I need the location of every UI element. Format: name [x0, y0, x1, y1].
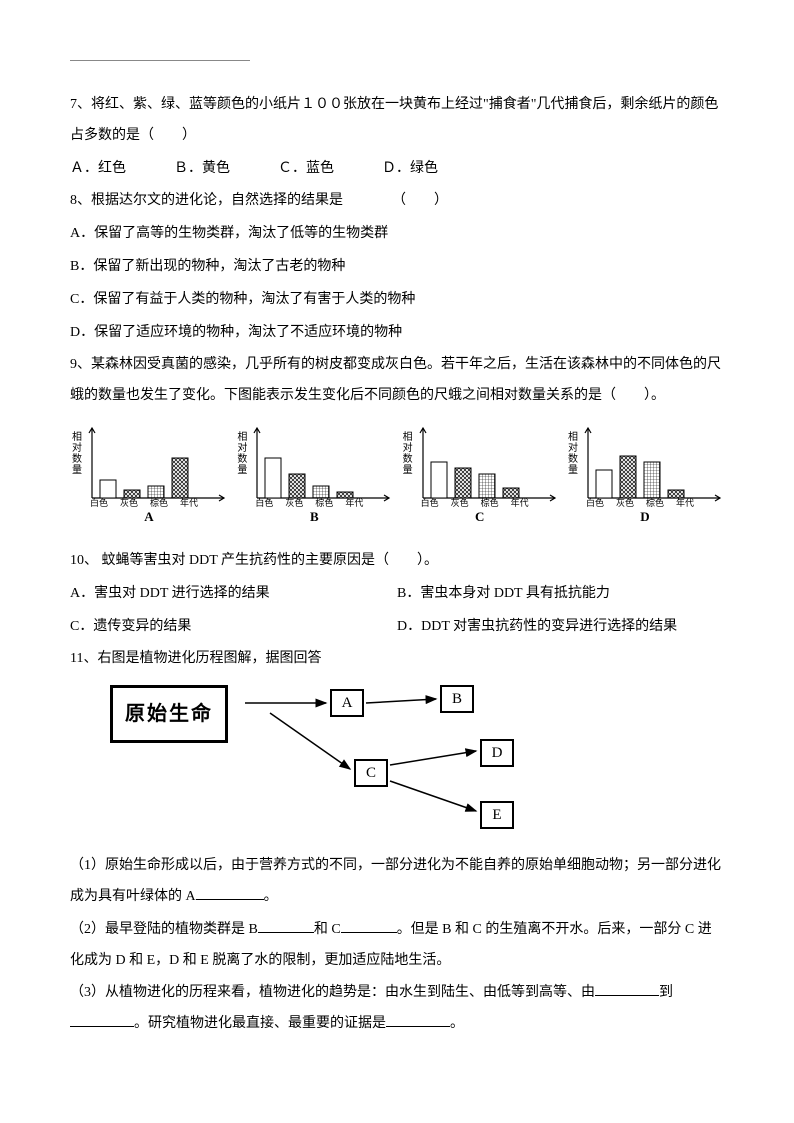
- chart-ylabel: 相对数量: [237, 432, 251, 476]
- q10-opt-a: A．害虫对 DDT 进行选择的结果: [70, 579, 397, 610]
- q10-row2: C．遗传变异的结果 D．DDT 对害虫抗药性的变异进行选择的结果: [70, 612, 724, 643]
- q7-options: Ａ．红色 Ｂ．黄色 Ｃ．蓝色 Ｄ．绿色: [70, 154, 724, 185]
- q8-opt-c: C．保留了有益于人类的物种，淘汰了有害于人类的物种: [70, 285, 724, 316]
- origin-node: 原始生命: [110, 685, 228, 743]
- node-d: D: [480, 739, 514, 767]
- q7-opt-c: Ｃ．蓝色: [278, 154, 334, 185]
- q7-opt-b: Ｂ．黄色: [174, 154, 230, 185]
- blank: [341, 919, 397, 933]
- q8-opt-d: D．保留了适应环境的物种，淘汰了不适应环境的物种: [70, 318, 724, 349]
- chart-ylabel: 相对数量: [72, 432, 86, 476]
- q7-opt-d: Ｄ．绿色: [382, 154, 438, 185]
- chart-c: 相对数量白色灰色棕色年代C: [401, 422, 559, 532]
- blank: [258, 919, 314, 933]
- charts-row: 相对数量白色灰色棕色年代A 相对数量白色灰色棕色年代B 相对数量白色灰色棕色年代…: [70, 422, 724, 532]
- q11-sub3b: 到: [659, 985, 673, 1000]
- chart-ylabel: 相对数量: [403, 432, 417, 476]
- chart-label: B: [235, 503, 393, 532]
- q9-stem: 9、某森林因受真菌的感染，几乎所有的树皮都变成灰白色。若干年之后，生活在该森林中…: [70, 350, 724, 412]
- blank: [196, 886, 264, 900]
- evolution-diagram: 原始生命 A B C D E: [110, 685, 570, 835]
- q11-stem: 11、右图是植物进化历程图解，据图回答: [70, 644, 724, 675]
- q11-sub3d: 。: [450, 1016, 464, 1031]
- q10-opt-b: B．害虫本身对 DDT 具有抵抗能力: [397, 579, 724, 610]
- node-e: E: [480, 801, 514, 829]
- q11-sub2b: 和 C: [314, 922, 341, 937]
- q10-opt-d: D．DDT 对害虫抗药性的变异进行选择的结果: [397, 612, 724, 643]
- q8-opt-b: B．保留了新出现的物种，淘汰了古老的物种: [70, 252, 724, 283]
- chart-ylabel: 相对数量: [568, 432, 582, 476]
- q11-sub2a: （2）最早登陆的植物类群是 B: [70, 922, 258, 937]
- q11-sub3: （3）从植物进化的历程来看，植物进化的趋势是：由水生到陆生、由低等到高等、由 到。…: [70, 978, 724, 1040]
- q11-sub2: （2）最早登陆的植物类群是 B和 C。但是 B 和 C 的生殖离不开水。后来，一…: [70, 915, 724, 977]
- chart-label: C: [401, 503, 559, 532]
- chart-d: 相对数量白色灰色棕色年代D: [566, 422, 724, 532]
- q7-stem: 7、将红、紫、绿、蓝等颜色的小纸片１００张放在一块黄布上经过"捕食者"几代捕食后…: [70, 90, 724, 152]
- q11-sub3a: （3）从植物进化的历程来看，植物进化的趋势是：由水生到陆生、由低等到高等、由: [70, 985, 595, 1000]
- blank: [70, 1013, 134, 1027]
- q10-stem: 10、 蚊蝇等害虫对 DDT 产生抗药性的主要原因是（ ）。: [70, 546, 724, 577]
- node-a: A: [330, 689, 364, 717]
- blank: [386, 1013, 450, 1027]
- blank: [595, 982, 659, 996]
- q11-sub1-text: （1）原始生命形成以后，由于营养方式的不同，一部分进化为不能自养的原始单细胞动物…: [70, 858, 721, 904]
- chart-label: A: [70, 503, 228, 532]
- q7-opt-a: Ａ．红色: [70, 154, 126, 185]
- q11-sub3c: 。研究植物进化最直接、最重要的证据是: [134, 1016, 386, 1031]
- q10-row1: A．害虫对 DDT 进行选择的结果 B．害虫本身对 DDT 具有抵抗能力: [70, 579, 724, 610]
- q11-sub1-end: 。: [264, 889, 278, 904]
- q11-sub1: （1）原始生命形成以后，由于营养方式的不同，一部分进化为不能自养的原始单细胞动物…: [70, 851, 724, 913]
- q8-stem: 8、根据达尔文的进化论，自然选择的结果是 （ ）: [70, 186, 724, 217]
- q10-opt-c: C．遗传变异的结果: [70, 612, 397, 643]
- node-b: B: [440, 685, 474, 713]
- header-rule: [70, 60, 250, 61]
- q8-opt-a: A．保留了高等的生物类群，淘汰了低等的生物类群: [70, 219, 724, 250]
- chart-a: 相对数量白色灰色棕色年代A: [70, 422, 228, 532]
- chart-label: D: [566, 503, 724, 532]
- node-c: C: [354, 759, 388, 787]
- chart-b: 相对数量白色灰色棕色年代B: [235, 422, 393, 532]
